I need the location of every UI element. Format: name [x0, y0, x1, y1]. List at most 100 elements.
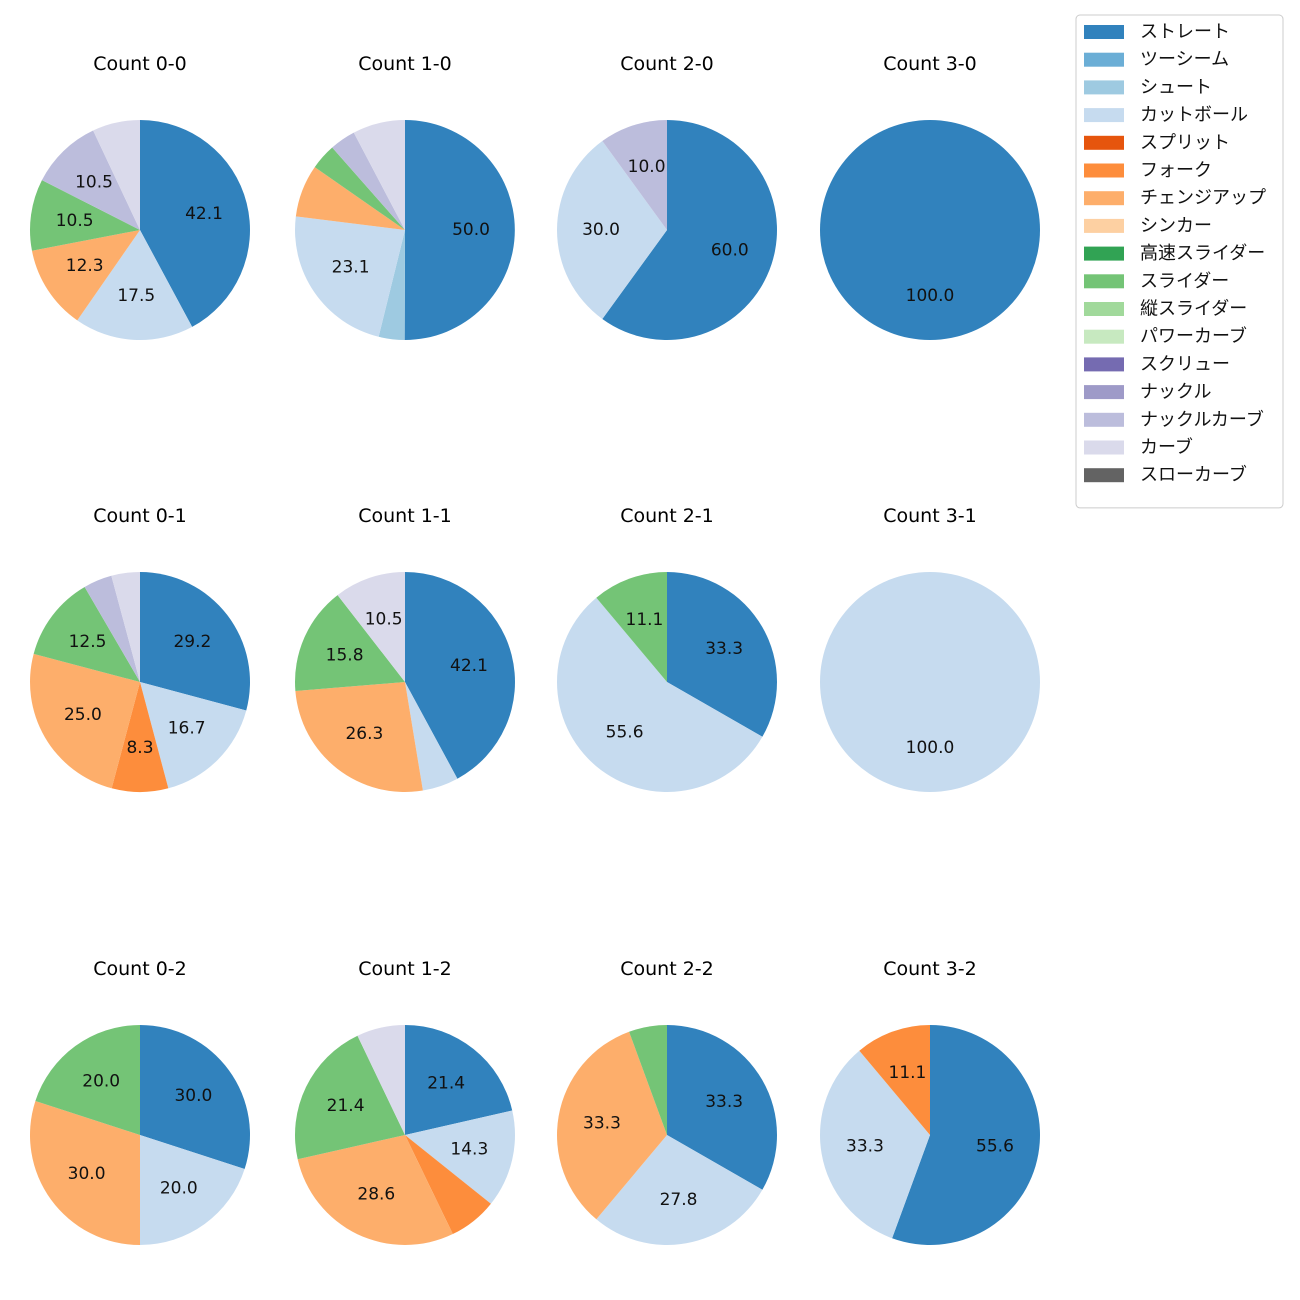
- pie-slice: [295, 682, 423, 793]
- legend-swatch: [1084, 440, 1124, 455]
- pie-count-1-1: Count 1-1 42.1 26.3 15.810.5: [295, 505, 515, 793]
- legend-label: カットボール: [1140, 105, 1248, 126]
- legend-item: スプリット: [1084, 132, 1230, 153]
- pie-slice: [596, 1135, 763, 1245]
- pie-title: Count 1-2: [358, 958, 452, 980]
- slice-label: 14.3: [450, 1140, 488, 1160]
- legend-swatch: [1084, 52, 1124, 67]
- slice-label: 33.3: [583, 1114, 621, 1134]
- pie-slice: [892, 1025, 1041, 1246]
- pie-count-0-1: Count 0-1 29.2 16.7 8.3 25.0 12.5: [30, 505, 250, 793]
- pie-slice: [556, 141, 667, 319]
- pie-title: Count 3-0: [883, 53, 977, 75]
- legend-label: スローカーブ: [1140, 464, 1247, 486]
- legend-label: カーブ: [1140, 436, 1193, 458]
- pie-slice: [337, 572, 405, 682]
- pie-slice: [405, 682, 458, 791]
- pie-title: Count 2-2: [620, 958, 714, 980]
- legend-label: ナックル: [1140, 382, 1211, 403]
- pie-slice: [77, 230, 193, 340]
- slice-label: 23.1: [332, 257, 370, 277]
- slice-label: 8.3: [126, 738, 153, 758]
- pie-slice: [405, 1135, 491, 1235]
- slice-label: 15.8: [326, 645, 364, 665]
- legend-label: チェンジアップ: [1140, 188, 1266, 209]
- pie-slice: [629, 1025, 667, 1135]
- pie-slice: [295, 595, 405, 691]
- legend-swatch: [1084, 274, 1124, 289]
- legend-item: カーブ: [1084, 436, 1193, 458]
- pie-slice: [667, 1025, 778, 1190]
- pie-title: Count 1-1: [358, 505, 452, 527]
- slice-label: 50.0: [452, 220, 490, 240]
- pie-title: Count 1-0: [358, 53, 452, 75]
- slice-label: 20.0: [160, 1178, 198, 1198]
- legend-item: チェンジアップ: [1084, 188, 1266, 209]
- legend-item: スライダー: [1084, 271, 1229, 292]
- legend-label: ナックルカーブ: [1140, 408, 1264, 430]
- legend-item: ナックル: [1084, 382, 1211, 403]
- slice-label: 55.6: [976, 1137, 1014, 1157]
- slice-label: 60.0: [711, 240, 749, 260]
- pie-slice: [93, 120, 140, 230]
- pie-count-2-1: Count 2-1 33.3 55.6 11.1: [557, 505, 778, 793]
- legend-label: ストレート: [1140, 22, 1230, 43]
- pie-slice: [314, 147, 405, 230]
- legend-swatch: [1084, 218, 1124, 233]
- legend-label: スクリュー: [1140, 354, 1230, 375]
- legend-label: パワーカーブ: [1140, 325, 1247, 347]
- pie-slice: [378, 230, 405, 340]
- pie-slice: [41, 130, 140, 230]
- pie-slice: [332, 132, 405, 230]
- legend-frame: [1075, 14, 1284, 509]
- pie-count-3-1: Count 3-1 100.0: [820, 505, 1040, 792]
- pie-count-2-0: Count 2-0 60.0 30.0 10.0: [556, 53, 777, 340]
- pie-slice: [297, 1135, 453, 1245]
- legend-label: シュート: [1140, 77, 1212, 98]
- legend-item: シュート: [1084, 77, 1212, 98]
- pie-slice: [294, 1035, 405, 1160]
- slice-label: 33.3: [846, 1136, 884, 1156]
- legend-swatch: [1084, 329, 1124, 344]
- pie-title: Count 0-0: [93, 53, 187, 75]
- slice-label: 29.2: [173, 632, 211, 652]
- slice-label: 55.6: [606, 723, 644, 743]
- legend-swatch: [1084, 412, 1124, 427]
- slice-label: 25.0: [64, 705, 102, 725]
- pie-slice: [31, 230, 141, 321]
- legend-label: ツーシーム: [1140, 49, 1229, 70]
- legend-item: シンカー: [1084, 215, 1212, 236]
- slice-label: 12.5: [69, 632, 107, 652]
- legend-swatch: [1084, 302, 1124, 316]
- slice-label: 33.3: [705, 639, 743, 659]
- pie-slice: [30, 653, 140, 789]
- legend-item: ストレート: [1084, 22, 1230, 43]
- legend-swatch: [1084, 468, 1124, 483]
- pie-title: Count 3-2: [883, 958, 977, 980]
- pie-slice: [820, 1050, 930, 1239]
- legend-item: スローカーブ: [1084, 464, 1247, 486]
- slice-label: 30.0: [582, 220, 620, 240]
- pie-count-2-2: Count 2-2 33.3 27.8 33.3: [557, 958, 778, 1245]
- slice-label: 10.5: [56, 211, 94, 231]
- legend-swatch: [1084, 80, 1124, 95]
- pie-slice: [29, 180, 141, 251]
- legend-item: 高速スライダー: [1084, 243, 1265, 264]
- pie-slice: [820, 120, 1040, 340]
- pie-count-1-2: Count 1-2 21.4 14.3 28.6 21.4: [294, 958, 516, 1245]
- slice-label: 21.4: [327, 1096, 365, 1116]
- slice-label: 20.0: [82, 1072, 120, 1092]
- pie-slice: [33, 586, 140, 682]
- pie-slice: [84, 575, 140, 682]
- slice-label: 10.5: [365, 610, 403, 630]
- pie-slice: [404, 120, 515, 341]
- pie-title: Count 2-1: [620, 505, 714, 527]
- pie-slice: [557, 597, 763, 793]
- legend-item: 縦スライダー: [1084, 299, 1247, 320]
- pie-slice: [111, 682, 169, 793]
- pie-slice: [140, 1025, 251, 1169]
- slice-label: 26.3: [345, 724, 383, 744]
- pie-count-0-0: Count 0-0 42.1 17.5 12.3 10.5 10.5: [29, 53, 250, 340]
- slice-label: 10.0: [628, 157, 666, 177]
